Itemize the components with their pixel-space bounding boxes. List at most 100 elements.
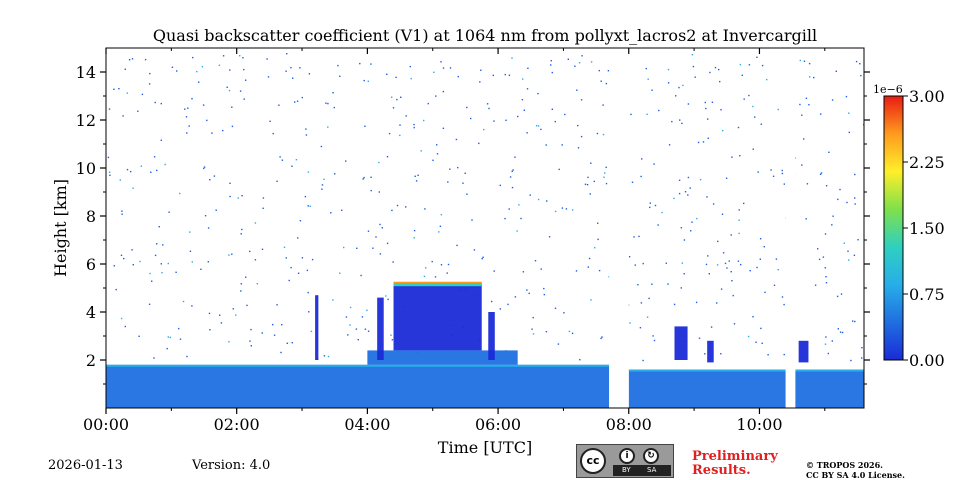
noise-speck [709, 71, 711, 74]
noise-speck [473, 249, 476, 251]
noise-speck [671, 120, 673, 123]
noise-speck [584, 183, 587, 185]
noise-speck [580, 99, 583, 101]
noise-speck [120, 317, 123, 320]
noise-speck [551, 108, 553, 110]
noise-speck [824, 267, 826, 269]
noise-speck [577, 124, 579, 127]
noise-speck [281, 324, 283, 326]
noise-speck [694, 76, 696, 78]
noise-speck [574, 65, 576, 67]
noise-speck [808, 62, 811, 65]
noise-speck [120, 254, 123, 256]
noise-speck [855, 60, 858, 63]
noise-speck [364, 328, 367, 330]
noise-speck [107, 156, 110, 159]
noise-speck [139, 260, 141, 263]
noise-speck [678, 86, 680, 89]
x-tick-label: 02:00 [214, 415, 260, 434]
noise-speck [581, 55, 583, 57]
noise-speck [755, 341, 757, 343]
noise-speck [386, 156, 389, 158]
noise-speck [413, 126, 415, 129]
noise-speck [367, 330, 370, 332]
noise-speck [272, 132, 274, 135]
noise-speck [279, 156, 281, 158]
noise-speck [579, 359, 581, 361]
noise-speck [630, 113, 632, 116]
noise-speck [228, 89, 231, 92]
noise-speck [820, 113, 822, 115]
x-axis: 00:00 02:00 04:00 06:00 08:00 10:00 [83, 48, 826, 434]
noise-speck [587, 266, 589, 268]
noise-speck [137, 110, 139, 112]
noise-speck [705, 263, 708, 266]
noise-speck [386, 242, 389, 245]
noise-speck [687, 194, 689, 196]
noise-speck [201, 66, 204, 68]
noise-speck [712, 203, 715, 205]
noise-speck [857, 239, 859, 241]
noise-speck [435, 95, 437, 97]
noise-speck [366, 309, 368, 311]
noise-speck [370, 176, 372, 178]
noise-speck [557, 343, 560, 345]
noise-speck [124, 68, 126, 70]
noise-speck [207, 227, 210, 229]
noise-speck [654, 204, 657, 207]
cc-license-badge[interactable]: cc i ↻ BY SA [576, 444, 674, 478]
noise-speck [633, 236, 635, 238]
noise-speck [327, 126, 329, 128]
noise-speck [760, 123, 762, 125]
noise-speck [323, 355, 326, 357]
cloud-top-edge [393, 283, 482, 287]
noise-speck [567, 58, 569, 60]
date-label: 2026-01-13 [48, 458, 123, 473]
y-tick-label: 10 [76, 159, 96, 178]
colorbar-tick-label: 0.75 [909, 285, 945, 304]
noise-speck [204, 215, 207, 217]
noise-speck [594, 247, 596, 249]
noise-speck [757, 171, 759, 173]
noise-speck [307, 171, 310, 173]
noise-speck [605, 182, 608, 185]
noise-speck [534, 260, 537, 262]
noise-speck [673, 197, 675, 200]
noise-speck [229, 182, 231, 184]
noise-speck [806, 183, 809, 185]
noise-speck [777, 108, 779, 111]
noise-speck [423, 119, 425, 122]
noise-speck [679, 119, 681, 121]
noise-speck [285, 70, 287, 72]
noise-speck [554, 210, 557, 213]
noise-speck [243, 98, 245, 100]
noise-speck [228, 341, 230, 343]
noise-speck [405, 206, 407, 208]
noise-speck [391, 209, 393, 212]
noise-speck [499, 308, 501, 310]
noise-speck [550, 60, 552, 62]
noise-speck [803, 60, 806, 62]
x-axis-label: Time [UTC] [438, 438, 532, 457]
noise-speck [442, 90, 445, 93]
noise-speck [256, 283, 258, 285]
noise-speck [651, 283, 653, 285]
noise-speck [249, 340, 251, 342]
noise-speck [405, 115, 407, 117]
noise-speck [522, 271, 525, 273]
noise-speck [457, 75, 459, 78]
bl-top-edge-1 [106, 364, 610, 367]
noise-speck [158, 226, 160, 228]
noise-speck [690, 230, 692, 232]
noise-speck [537, 198, 540, 201]
noise-speck [327, 102, 329, 105]
noise-speck [278, 104, 280, 106]
noise-speck [413, 123, 415, 126]
noise-speck [337, 64, 339, 67]
noise-speck [295, 159, 298, 161]
noise-speck [239, 55, 241, 57]
noise-speck [772, 175, 775, 177]
noise-speck [343, 246, 345, 249]
noise-speck [232, 308, 234, 310]
noise-speck [347, 334, 349, 336]
